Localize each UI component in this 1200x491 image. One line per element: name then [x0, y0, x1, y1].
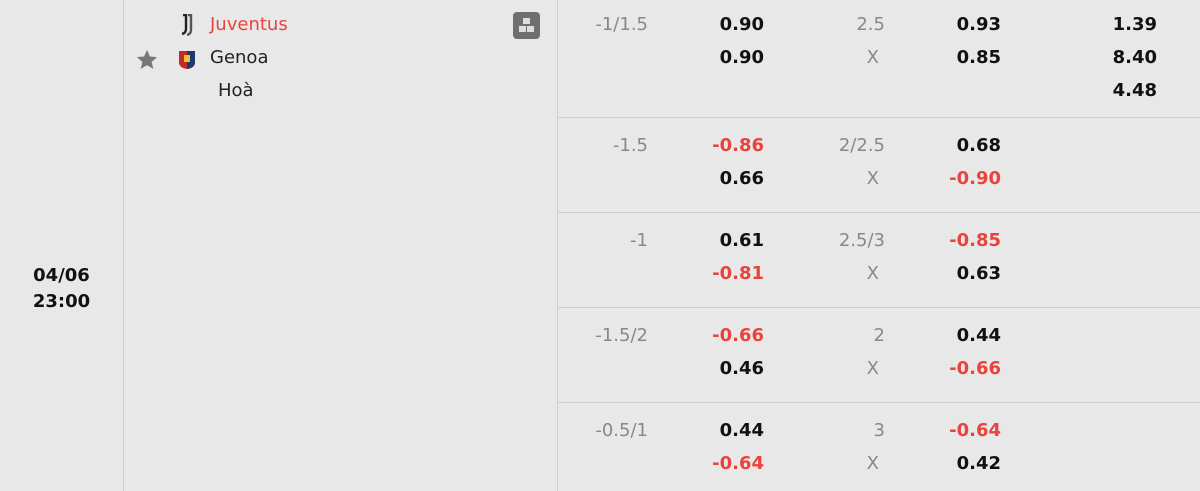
handicap-home-odds[interactable]: -0.86 [712, 135, 764, 156]
genoa-logo-icon [179, 51, 195, 69]
under-odds[interactable]: -0.90 [949, 168, 1001, 189]
1x2-odds[interactable]: 4.48 [1112, 80, 1157, 101]
stats-button[interactable] [513, 12, 540, 39]
handicap-away-odds[interactable]: 0.46 [719, 358, 764, 379]
juventus-logo-icon [181, 14, 193, 36]
handicap-line: -0.5/1 [595, 420, 648, 441]
1x2-odds[interactable]: 1.39 [1112, 14, 1157, 35]
match-date: 04/06 [33, 265, 90, 286]
match-time-column: 04/06 23:00 [0, 0, 124, 491]
under-label: X [866, 168, 879, 189]
handicap-line: -1/1.5 [595, 14, 648, 35]
total-goals-line: 2.5/3 [838, 230, 885, 251]
handicap-home-odds[interactable]: -0.66 [712, 325, 764, 346]
handicap-away-odds[interactable]: -0.81 [712, 263, 764, 284]
away-team-link[interactable]: Genoa [210, 47, 269, 68]
home-team-link[interactable]: Juventus [210, 14, 288, 35]
total-goals-line: 2.5 [856, 14, 885, 35]
handicap-away-odds[interactable]: 0.66 [719, 168, 764, 189]
over-odds[interactable]: -0.64 [949, 420, 1001, 441]
over-odds[interactable]: 0.44 [956, 325, 1001, 346]
star-icon[interactable] [136, 49, 158, 70]
under-label: X [866, 453, 879, 474]
odds-row: -1 0.61 -0.81 2.5/3 X -0.85 0.63 [558, 213, 1200, 308]
handicap-home-odds[interactable]: 0.61 [719, 230, 764, 251]
over-odds[interactable]: -0.85 [949, 230, 1001, 251]
handicap-line: -1.5/2 [595, 325, 648, 346]
handicap-home-odds[interactable]: 0.44 [719, 420, 764, 441]
odds-row: -1/1.5 0.90 0.90 2.5 X 0.93 0.85 1.39 8.40 4.48 [558, 0, 1200, 118]
handicap-home-odds[interactable]: 0.90 [719, 14, 764, 35]
over-odds[interactable]: 0.68 [956, 135, 1001, 156]
odds-row: -1.5 -0.86 0.66 2/2.5 X 0.68 -0.90 [558, 118, 1200, 213]
under-label: X [866, 47, 879, 68]
over-odds[interactable]: 0.93 [956, 14, 1001, 35]
match-time: 23:00 [32, 291, 91, 312]
handicap-line: -1 [630, 230, 648, 251]
odds-row: -0.5/1 0.44 -0.64 3 X -0.64 0.42 [558, 403, 1200, 491]
under-label: X [866, 263, 879, 284]
total-goals-line: 3 [873, 420, 885, 441]
draw-label: Hoà [218, 80, 254, 101]
under-odds[interactable]: -0.66 [949, 358, 1001, 379]
match-info: Juventus Genoa Hoà [124, 0, 558, 491]
handicap-line: -1.5 [612, 135, 648, 156]
total-goals-line: 2 [873, 325, 885, 346]
stats-icon [519, 18, 534, 32]
odds-table: -1/1.5 0.90 0.90 2.5 X 0.93 0.85 1.39 8.40 4.48 -1… [558, 0, 1200, 491]
under-odds[interactable]: 0.63 [956, 263, 1001, 284]
handicap-away-odds[interactable]: 0.90 [719, 47, 764, 68]
under-odds[interactable]: 0.85 [956, 47, 1001, 68]
odds-row: -1.5/2 -0.66 0.46 2 X 0.44 -0.66 [558, 308, 1200, 403]
handicap-away-odds[interactable]: -0.64 [712, 453, 764, 474]
total-goals-line: 2/2.5 [838, 135, 885, 156]
1x2-odds[interactable]: 8.40 [1112, 47, 1157, 68]
under-odds[interactable]: 0.42 [956, 453, 1001, 474]
under-label: X [866, 358, 879, 379]
